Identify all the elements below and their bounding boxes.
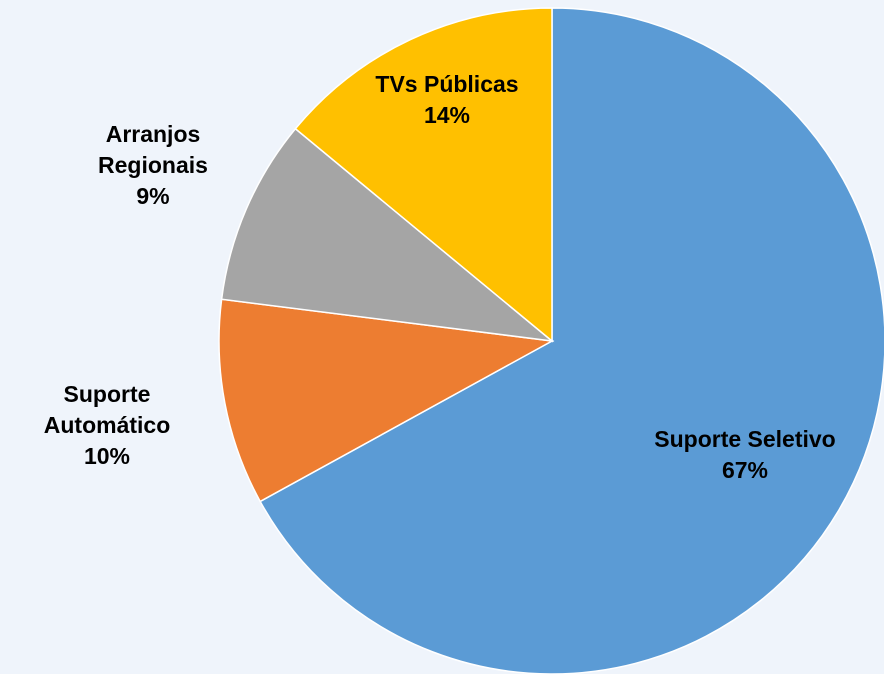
category-label: TVs Públicas bbox=[375, 71, 519, 97]
pie-slice bbox=[220, 127, 555, 343]
category-label: Suporte Seletivo bbox=[654, 426, 836, 452]
slice-label: Suporte Automático 10% bbox=[17, 379, 197, 472]
slice-label: Arranjos Regionais 9% bbox=[78, 119, 228, 212]
pie-slice bbox=[294, 7, 553, 343]
slice-label: TVs Públicas 14% bbox=[332, 69, 562, 131]
pie-slice bbox=[218, 298, 555, 503]
value-label: 9% bbox=[136, 182, 170, 209]
category-label: Suporte Automático bbox=[43, 380, 171, 438]
value-label: 10% bbox=[83, 442, 131, 469]
value-label: 67% bbox=[721, 457, 769, 483]
slice-label: Suporte Seletivo 67% bbox=[610, 424, 880, 486]
category-label: Arranjos Regionais bbox=[98, 120, 208, 178]
pie-slice bbox=[259, 7, 884, 674]
value-label: 14% bbox=[423, 102, 471, 128]
